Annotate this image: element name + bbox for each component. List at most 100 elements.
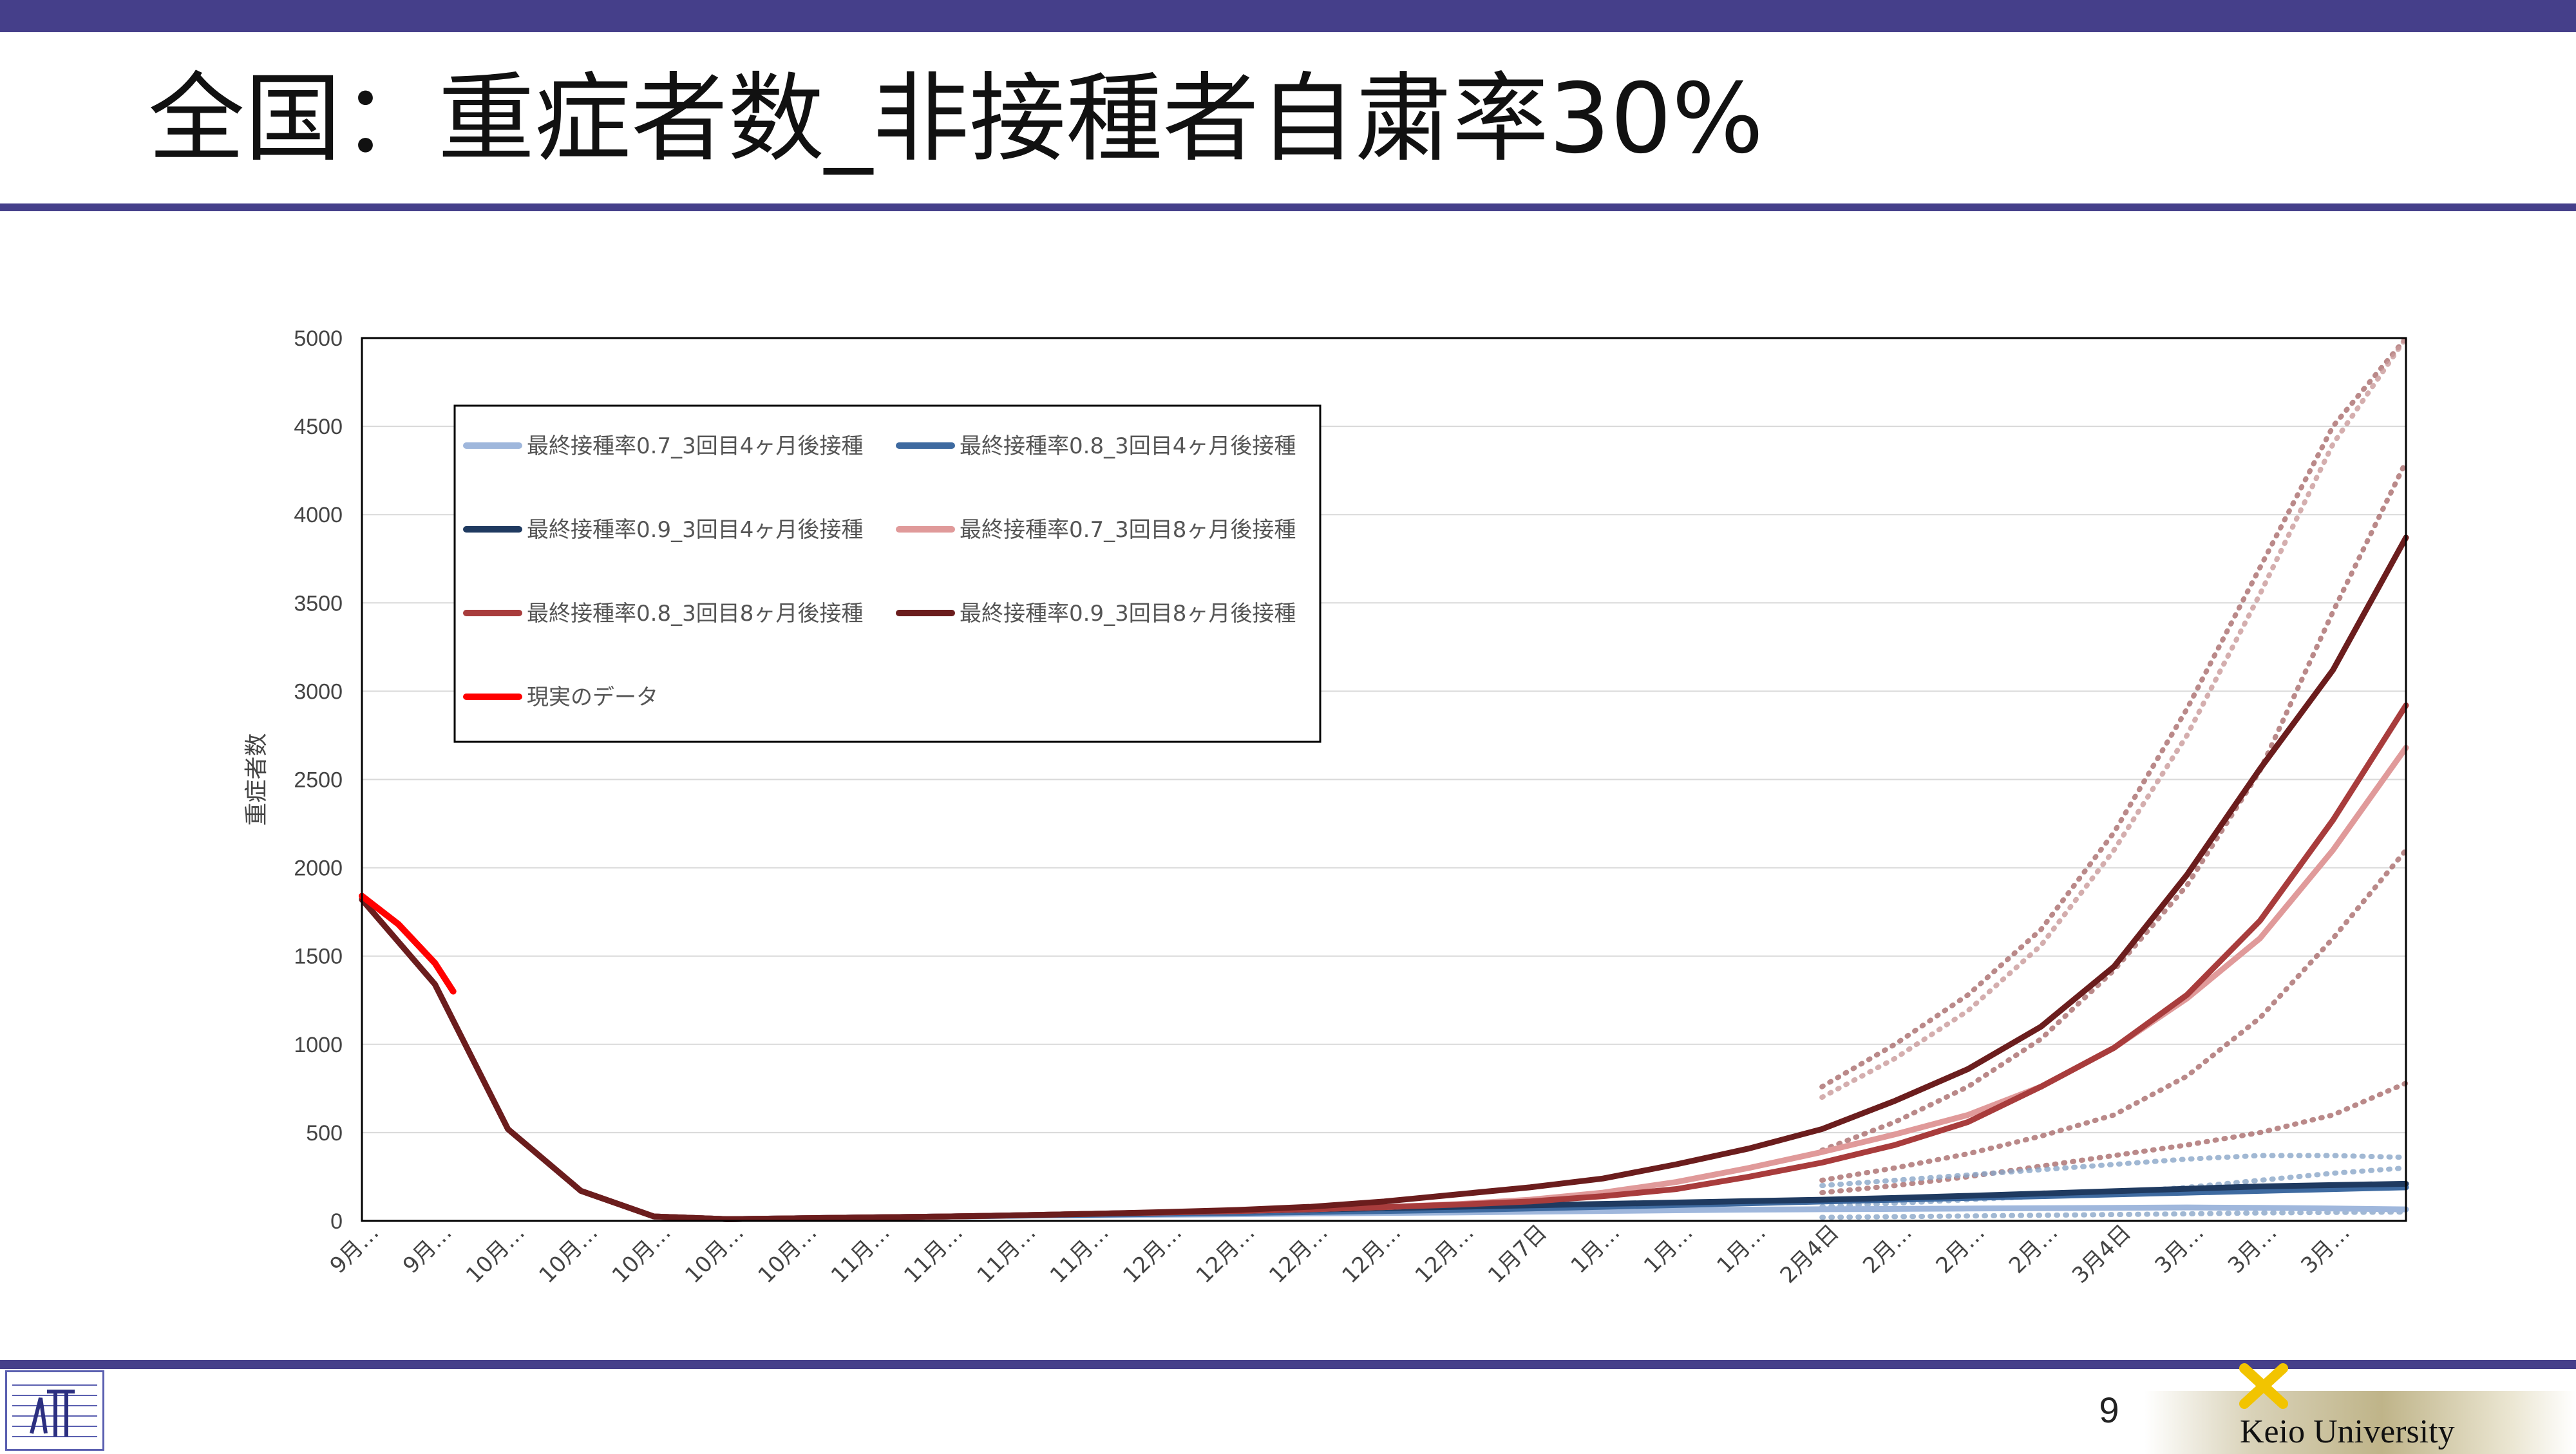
legend-label: 最終接種率0.9_3回目4ヶ月後接種 [527,517,863,543]
plot-area-frame [361,337,2407,1222]
x-tick-label: 2月… [1858,1220,1917,1279]
y-tick-label: 3500 [294,591,343,616]
legend-label: 最終接種率0.8_3回目4ヶ月後接種 [960,433,1296,459]
x-tick: 3月… [2223,1220,2282,1279]
y-tick-label: 1000 [294,1033,343,1057]
legend-items: 最終接種率0.7_3回目4ヶ月後接種 最終接種率0.8_3回目4ヶ月後接種最終接種… [463,433,1296,710]
x-tick-label: 3月4日 [2067,1220,2136,1289]
x-tick-label: 10月… [461,1220,530,1289]
y-axis-title: 重症者数 [243,733,270,826]
x-tick: 12月… [1118,1220,1187,1289]
y-axis-ticks: 0 500 1000 1500 2000 2500 3000 3500 4000 4500 5000 [294,326,343,1234]
x-tick: 1月7日 [1483,1220,1552,1289]
x-tick-label: 10月… [607,1220,676,1289]
x-tick: 3月… [2296,1220,2355,1279]
dotted-range-line-5 [1819,1153,2409,1189]
legend-box [453,404,1321,743]
x-tick: 11月… [899,1220,968,1289]
x-axis-ticks: 9月… 9月… 10月… 10月… 10月… 10月… 10月… 11月… 11月… 11月… 11… [325,1220,2355,1289]
footer-bar [0,1360,2576,1369]
y-tick-label: 3000 [294,679,343,704]
legend-item-3: 最終接種率0.7_3回目8ヶ月後接種 [896,517,1296,543]
legend-label: 最終接種率0.8_3回目8ヶ月後接種 [527,601,863,627]
x-tick: 11月… [1045,1220,1114,1289]
legend-item-0: 最終接種率0.7_3回目4ヶ月後接種 [463,433,863,459]
x-tick: 12月… [1264,1220,1333,1289]
title-underline [0,203,2576,211]
y-tick-label: 4500 [294,415,343,439]
x-tick-label: 3月… [2223,1220,2282,1279]
x-tick: 12月… [1337,1220,1406,1289]
series-line-1 [359,896,2409,1222]
lab-logo [5,1370,104,1451]
x-tick: 1月… [1639,1220,1698,1279]
x-tick: 11月… [972,1220,1041,1289]
dotted-range-line-1 [1819,335,2409,1100]
series-line-6 [359,892,457,995]
x-tick: 10月… [680,1220,749,1289]
x-tick-label: 10月… [534,1220,603,1289]
x-tick: 10月… [461,1220,530,1289]
dotted-range-line-0 [1819,335,2409,1090]
x-tick-label: 1月… [1712,1220,1771,1279]
top-accent-bar [0,0,2576,32]
x-tick-label: 2月… [2004,1220,2063,1279]
x-tick-label: 2月… [1931,1220,1991,1279]
x-tick: 1月… [1712,1220,1771,1279]
y-tick-label: 0 [330,1209,343,1234]
legend-item-4: 最終接種率0.8_3回目8ヶ月後接種 [463,601,863,627]
x-tick-label: 11月… [1045,1220,1114,1289]
dotted-range-lines [1819,335,2409,1220]
x-tick: 2月… [1931,1220,1991,1279]
x-tick-label: 12月… [1191,1220,1260,1289]
x-tick-label: 1月… [1639,1220,1698,1279]
series-line-4 [359,702,2409,1222]
x-tick-label: 2月4日 [1776,1220,1844,1289]
page-number: 9 [2099,1390,2119,1430]
legend-label: 最終接種率0.7_3回目4ヶ月後接種 [527,433,863,459]
x-tick: 3月… [2150,1220,2210,1279]
y-tick-label: 2500 [294,768,343,793]
dotted-range-line-7 [1819,1209,2409,1220]
x-tick-label: 11月… [972,1220,1041,1289]
university-logo-text: Keio University [2240,1413,2455,1450]
series-line-5 [359,534,2409,1222]
chart-legend: 最終接種率0.7_3回目4ヶ月後接種 最終接種率0.8_3回目4ヶ月後接種最終接種… [453,404,1321,743]
dotted-range-line-4 [1819,1081,2409,1196]
legend-item-1: 最終接種率0.8_3回目4ヶ月後接種 [896,433,1296,459]
x-tick-label: 12月… [1337,1220,1406,1289]
legend-label: 最終接種率0.7_3回目8ヶ月後接種 [960,517,1296,543]
y-tick-label: 4000 [294,503,343,527]
y-tick-label: 5000 [294,326,343,351]
x-tick-label: 3月… [2296,1220,2355,1279]
y-tick-label: 1500 [294,945,343,969]
x-tick: 10月… [534,1220,603,1289]
x-tick-label: 11月… [899,1220,968,1289]
legend-item-2: 最終接種率0.9_3回目4ヶ月後接種 [463,517,863,543]
x-tick: 10月… [753,1220,822,1289]
legend-label: 現実のデータ [527,685,658,710]
x-tick-label: 12月… [1264,1220,1333,1289]
x-tick: 9月… [398,1220,457,1279]
dotted-range-line-3 [1819,847,2409,1183]
pen-emblem-icon [2239,1363,2288,1409]
slide-title: 全国：重症者数_非接種者自粛率30% [148,63,1764,175]
lab-logo-icon [12,1384,97,1437]
x-tick-label: 12月… [1410,1220,1479,1289]
x-tick: 2月… [2004,1220,2063,1279]
x-tick: 12月… [1410,1220,1479,1289]
legend-label: 最終接種率0.9_3回目8ヶ月後接種 [960,601,1296,627]
x-tick: 11月… [826,1220,895,1289]
series-line-2 [359,896,2409,1222]
x-tick-label: 3月… [2150,1220,2210,1279]
dotted-range-line-2 [1819,458,2409,1153]
x-tick: 3月4日 [2067,1220,2136,1289]
series-line-0 [359,896,2409,1222]
x-tick: 1月… [1566,1220,1625,1279]
x-tick: 2月… [1858,1220,1917,1279]
legend-item-5: 最終接種率0.9_3回目8ヶ月後接種 [896,601,1296,627]
x-tick-label: 11月… [826,1220,895,1289]
y-tick-label: 500 [306,1121,343,1146]
x-tick-label: 12月… [1118,1220,1187,1289]
